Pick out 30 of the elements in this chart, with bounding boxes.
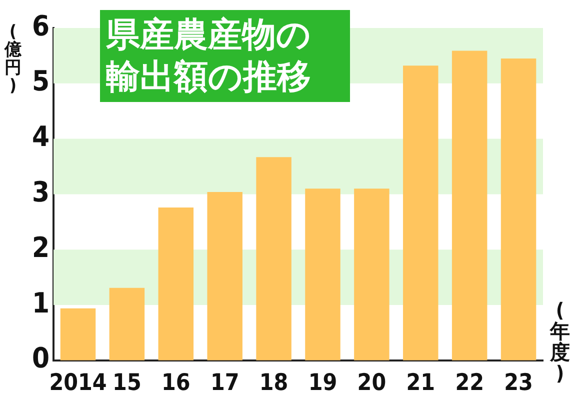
y-tick-label: 2 xyxy=(32,230,50,264)
bar xyxy=(403,66,438,360)
x-tick-label: 22 xyxy=(455,370,484,396)
x-tick-label: 17 xyxy=(210,370,240,396)
x-tick-label: 16 xyxy=(161,370,190,396)
bar xyxy=(207,192,242,360)
bar xyxy=(354,188,390,360)
x-tick-label: 18 xyxy=(259,370,288,396)
bar xyxy=(109,288,145,360)
bar xyxy=(60,308,96,360)
x-tick-label: 19 xyxy=(308,370,338,396)
y-tick-label: 6 xyxy=(32,9,50,42)
x-tick-label: 23 xyxy=(504,370,533,396)
y-axis-title: (億円) xyxy=(3,22,22,96)
x-tick-label: 2014 xyxy=(49,370,107,396)
y-tick-label: 4 xyxy=(32,120,50,154)
bar xyxy=(256,157,292,360)
x-axis-title: (年度) xyxy=(548,298,571,385)
bar xyxy=(305,188,340,360)
x-tick-label: 21 xyxy=(406,370,436,396)
y-tick-label: 3 xyxy=(32,175,50,208)
y-tick-label: 1 xyxy=(32,286,50,320)
bar xyxy=(158,207,194,360)
chart-title: 県産農産物の輸出額の推移 xyxy=(100,10,350,102)
y-tick-label: 5 xyxy=(32,64,50,98)
x-tick-label: 20 xyxy=(357,370,386,396)
y-tick-label: 0 xyxy=(32,342,50,375)
x-tick-label: 15 xyxy=(112,370,142,396)
bar xyxy=(452,50,488,360)
bar xyxy=(500,58,536,360)
